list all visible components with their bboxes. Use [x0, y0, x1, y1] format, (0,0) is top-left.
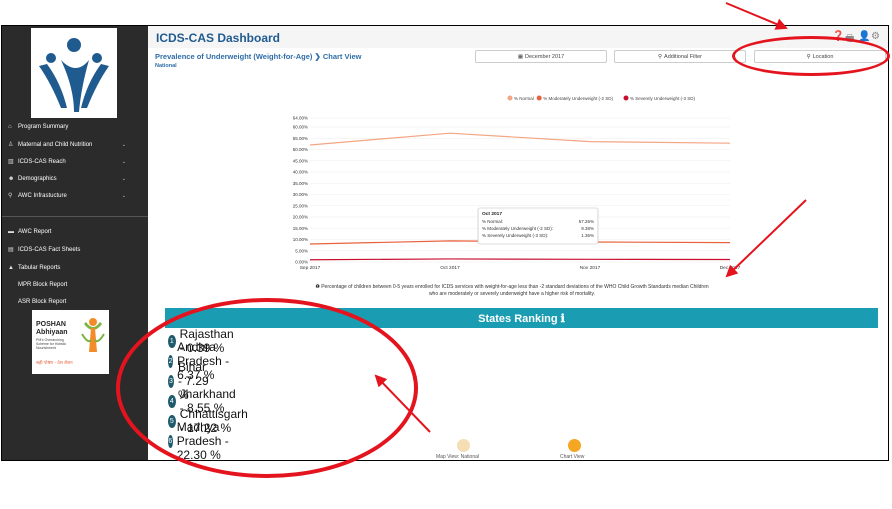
- warning-icon: ▲: [8, 264, 14, 271]
- chart-view-label: Chart View: [560, 454, 585, 460]
- y-tick-label: 45.00%: [293, 158, 308, 163]
- y-tick-label: 64.00%: [293, 116, 308, 121]
- y-tick-label: 10.00%: [293, 237, 308, 242]
- y-tick-label: 55.00%: [293, 136, 308, 141]
- chart-tooltip: [477, 207, 599, 245]
- legend-marker: [507, 95, 513, 101]
- map-view-label: Map View: National: [436, 454, 479, 460]
- child-icon: ♙: [8, 142, 14, 148]
- arrow-to-location: [725, 2, 788, 30]
- month-filter-button[interactable]: ▦ December 2017: [475, 50, 607, 63]
- month-filter-label: December 2017: [525, 53, 565, 60]
- y-tick-label: 50.00%: [293, 147, 308, 152]
- tooltip-title: Oct 2017: [482, 211, 502, 217]
- y-tick-label: 40.00%: [293, 170, 308, 175]
- sidebar-item-label: Program Summary: [18, 123, 69, 130]
- bar-chart-icon: ▥: [8, 159, 14, 165]
- y-tick-label: 60.00%: [293, 125, 308, 130]
- sidebar-item-label: Demographics: [18, 175, 57, 182]
- sidebar-item-program-summary[interactable]: ⌂ Program Summary: [2, 118, 148, 135]
- sidebar-divider: [2, 216, 148, 217]
- sidebar-item-label: AWC Infrastucture: [18, 192, 67, 199]
- sidebar-item-awc-infrastructure[interactable]: ⚲ AWC Infrastucture ⌄: [2, 187, 148, 204]
- x-tick-label: Nov 2017: [580, 265, 601, 271]
- arrow-to-chart: [725, 199, 807, 278]
- legend-label: % Moderately Underweight (-2 SD): [543, 96, 613, 101]
- x-tick-label: Oct 2017: [440, 265, 460, 271]
- tooltip-row-value: 1.36%: [581, 233, 594, 238]
- tooltip-row-label: % Severely Underweight (-3 SD):: [482, 233, 548, 238]
- y-tick-label: 20.00%: [293, 215, 308, 220]
- location-highlight-ellipse: [732, 36, 890, 76]
- poshan-hindi-tagline: सही पोषण - देश रोशन: [36, 360, 73, 365]
- search-icon: ⚲: [658, 53, 663, 60]
- legend-label: % Normal: [514, 96, 534, 101]
- sidebar: ⌂ Program Summary ♙ Maternal and Child N…: [2, 26, 148, 460]
- sidebar-item-label: Tabular Reports: [18, 264, 61, 271]
- document-icon: ▤: [8, 247, 14, 253]
- y-tick-label: 35.00%: [293, 181, 308, 186]
- y-tick-label: 5.00%: [295, 248, 308, 253]
- sidebar-item-awc-report[interactable]: ▬ AWC Report: [2, 223, 148, 240]
- legend-marker: [536, 95, 542, 101]
- sidebar-item-label: AWC Report: [18, 228, 52, 235]
- dashboard-title: ICDS-CAS Dashboard: [156, 31, 281, 45]
- series-line: [309, 258, 731, 261]
- chevron-down-icon: ⌄: [121, 175, 126, 182]
- poshan-title-2: Abhiyaan: [36, 329, 68, 336]
- poshan-abhiyaan-logo[interactable]: POSHAN Abhiyaan PM's Overarching Scheme …: [32, 310, 109, 374]
- additional-filter-button[interactable]: ⚲ Additional Filter: [614, 50, 746, 63]
- sidebar-item-label: ASR Block Report: [18, 298, 67, 305]
- legend-marker: [623, 95, 629, 101]
- chart-view-toggle[interactable]: [568, 439, 581, 452]
- report-icon: ▬: [8, 228, 14, 235]
- x-tick-label: Sep 2017: [300, 265, 321, 271]
- y-tick-label: 15.00%: [293, 226, 308, 231]
- sidebar-item-label: Maternal and Child Nutrition: [18, 141, 93, 148]
- poshan-figure-icon: [81, 318, 105, 352]
- y-tick-label: 0.00%: [295, 260, 308, 265]
- calendar-icon: ▦: [517, 53, 524, 60]
- chart-info-note: ❶ Percentage of children between 0-5 yea…: [315, 284, 709, 297]
- legend-label: % Severely Underweight (-3 SD): [630, 96, 696, 101]
- sidebar-item-label: ICDS-CAS Fact Sheets: [18, 246, 81, 253]
- user-icon[interactable]: 👤: [858, 31, 871, 42]
- sidebar-item-mpr-block-report[interactable]: MPR Block Report: [2, 276, 148, 293]
- tooltip-row-label: % Moderately Underweight (-2 SD):: [482, 226, 553, 231]
- sidebar-item-label: ICDS-CAS Reach: [18, 158, 66, 165]
- map-pin-icon: ⚲: [8, 193, 13, 199]
- chevron-down-icon: ⌄: [121, 192, 126, 199]
- tooltip-row-label: % Normal:: [482, 219, 503, 224]
- poshan-tagline: PM's Overarching Scheme for Holistic Nou…: [36, 338, 67, 350]
- y-tick-label: 25.00%: [293, 203, 308, 208]
- users-icon: ☻: [8, 175, 15, 182]
- series-line: [309, 132, 731, 146]
- arrow-to-ranking: [374, 374, 431, 433]
- ranking-highlight-ellipse: [116, 298, 418, 478]
- sidebar-item-demographics[interactable]: ☻ Demographics ⌄: [2, 170, 148, 187]
- additional-filter-label: Additional Filter: [664, 53, 702, 60]
- sidebar-item-label: MPR Block Report: [18, 281, 68, 288]
- page-title: Prevalence of Underweight (Weight-for-Ag…: [155, 52, 362, 61]
- sidebar-item-maternal-child-nutrition[interactable]: ♙ Maternal and Child Nutrition ⌄: [2, 136, 148, 153]
- icds-logo[interactable]: [31, 28, 117, 118]
- sidebar-item-fact-sheets[interactable]: ▤ ICDS-CAS Fact Sheets: [2, 241, 148, 258]
- sidebar-item-tabular-reports[interactable]: ▲ Tabular Reports: [2, 259, 148, 276]
- y-tick-label: 30.00%: [293, 192, 308, 197]
- tooltip-row-value: 57.26%: [579, 219, 594, 224]
- chevron-down-icon: ⌄: [121, 141, 126, 148]
- icds-logo-graphic: [39, 38, 109, 112]
- poshan-title: POSHAN: [36, 321, 66, 328]
- breadcrumb-location: National: [155, 63, 177, 69]
- map-view-toggle[interactable]: [457, 439, 470, 452]
- home-icon: ⌂: [8, 123, 12, 130]
- gear-icon[interactable]: ⚙: [871, 31, 880, 42]
- chevron-down-icon: ⌄: [121, 158, 126, 165]
- sidebar-item-asr-block-report[interactable]: ASR Block Report: [2, 293, 148, 310]
- sidebar-item-icds-cas-reach[interactable]: ▥ ICDS-CAS Reach ⌄: [2, 153, 148, 170]
- tooltip-row-value: 9.38%: [581, 226, 594, 231]
- underweight-line-chart: % Normal % Moderately Underweight (-2 SD)…: [293, 95, 740, 271]
